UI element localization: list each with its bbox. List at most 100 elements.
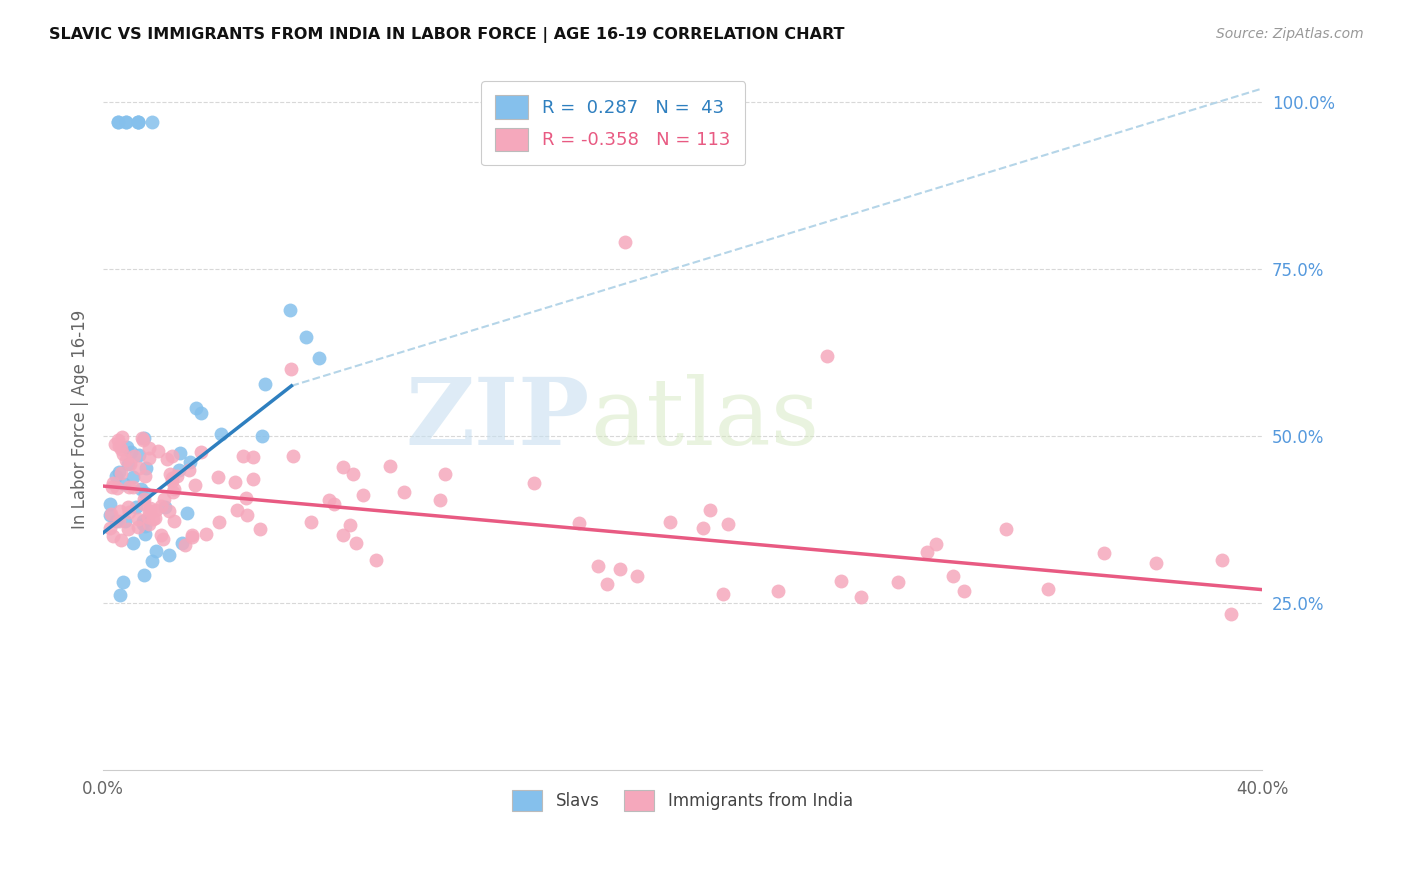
Point [138,441,160,455]
Point [849,591,872,605]
Point [128,448,150,462]
Point [1144,556,1167,570]
Point [160,450,183,464]
Point [609,561,631,575]
Point [235,491,257,505]
Point [225,503,247,517]
Point [994,522,1017,536]
Point [1211,552,1233,566]
Point [207,470,229,484]
Point [886,575,908,590]
Point [717,517,740,532]
Point [135,461,157,475]
Point [132,514,155,528]
Point [146,444,169,458]
Point [308,351,330,366]
Point [180,528,202,542]
Point [174,538,197,552]
Point [209,427,232,442]
Point [105,514,128,528]
Point [128,460,150,475]
Point [118,505,141,519]
Point [523,476,546,491]
Point [295,330,318,344]
Point [596,577,619,591]
Point [111,430,134,444]
Point [953,584,976,599]
Point [98,508,121,523]
Point [179,455,201,469]
Point [98,521,121,535]
Point [713,587,735,601]
Point [138,509,160,524]
Point [692,521,714,535]
Point [159,467,181,481]
Point [830,574,852,589]
Point [108,514,131,528]
Point [283,450,305,464]
Point [768,583,790,598]
Point [586,559,609,574]
Point [103,529,125,543]
Point [110,442,132,456]
Point [120,445,142,459]
Point [118,480,141,494]
Point [98,496,121,510]
Point [280,362,302,376]
Text: ZIP: ZIP [405,375,591,464]
Point [132,491,155,506]
Point [332,528,354,542]
Point [105,482,128,496]
Point [179,462,201,476]
Point [149,528,172,542]
Point [162,515,184,529]
Point [127,520,149,534]
Point [626,569,648,583]
Point [134,468,156,483]
Text: SLAVIC VS IMMIGRANTS FROM INDIA IN LABOR FORCE | AGE 16-19 CORRELATION CHART: SLAVIC VS IMMIGRANTS FROM INDIA IN LABOR… [49,27,845,43]
Point [108,438,131,452]
Point [180,531,202,545]
Point [299,515,322,529]
Point [249,522,271,536]
Point [131,431,153,445]
Point [114,514,136,528]
Point [134,527,156,541]
Point [166,468,188,483]
Point [613,235,636,250]
Point [153,500,176,514]
Point [339,518,361,533]
Point [108,588,131,602]
Text: Source: ZipAtlas.com: Source: ZipAtlas.com [1216,27,1364,41]
Point [162,482,184,496]
Point [127,115,149,129]
Point [110,467,132,481]
Point [280,302,302,317]
Point [392,485,415,500]
Point [190,406,212,420]
Point [224,475,246,490]
Point [134,519,156,533]
Point [242,472,264,486]
Y-axis label: In Labor Force | Age 16-19: In Labor Force | Age 16-19 [72,310,89,529]
Point [138,450,160,465]
Point [134,486,156,500]
Point [115,115,138,129]
Point [925,537,948,551]
Point [143,511,166,525]
Point [172,535,194,549]
Point [190,445,212,459]
Point [142,511,165,525]
Point [112,477,135,491]
Point [232,449,254,463]
Point [1220,607,1243,622]
Point [145,544,167,558]
Point [433,467,456,481]
Point [107,433,129,447]
Point [115,453,138,467]
Point [184,477,207,491]
Point [117,457,139,471]
Point [138,504,160,518]
Point [153,492,176,507]
Point [342,467,364,482]
